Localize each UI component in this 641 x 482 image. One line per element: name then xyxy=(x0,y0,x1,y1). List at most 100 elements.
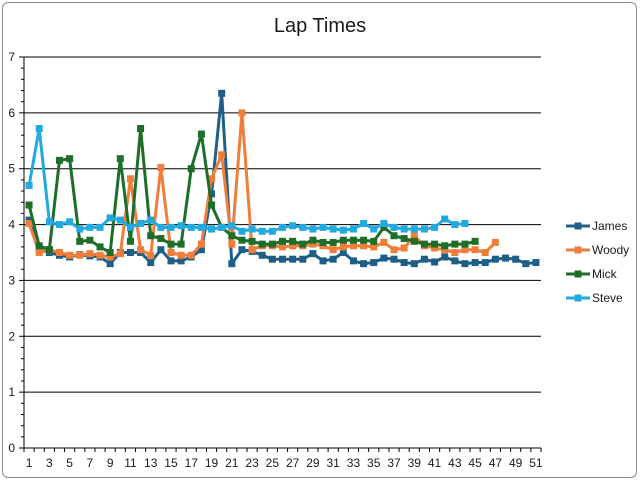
data-point-woody xyxy=(279,243,286,251)
x-tick-label: 41 xyxy=(428,456,442,470)
data-point-mick xyxy=(116,155,124,163)
data-point-mick xyxy=(45,246,53,254)
data-point-woody xyxy=(481,249,489,256)
data-point-james xyxy=(441,253,449,261)
data-point-james xyxy=(218,89,226,97)
data-point-mick xyxy=(268,240,276,248)
x-tick-label: 7 xyxy=(87,456,94,470)
x-tick-label: 9 xyxy=(107,456,114,470)
data-point-steve xyxy=(390,223,398,231)
data-point-woody xyxy=(55,249,63,256)
x-tick-label: 35 xyxy=(367,456,381,470)
data-point-james xyxy=(167,257,175,265)
data-point-woody xyxy=(380,238,388,246)
data-point-james xyxy=(279,255,286,263)
data-point-woody xyxy=(96,251,104,259)
data-point-steve xyxy=(187,223,195,231)
data-point-james xyxy=(157,246,165,254)
data-point-mick xyxy=(66,155,74,163)
x-tick-label: 13 xyxy=(144,456,158,470)
data-point-mick xyxy=(157,235,165,243)
data-point-woody xyxy=(157,164,165,172)
legend-label: Woody xyxy=(592,243,629,257)
data-point-woody xyxy=(228,240,236,248)
x-tick-label: 37 xyxy=(387,456,401,470)
data-point-mick xyxy=(187,165,195,173)
data-point-james xyxy=(177,257,185,265)
data-point-james xyxy=(268,255,276,263)
data-point-woody xyxy=(25,219,33,227)
data-point-mick xyxy=(258,240,266,248)
data-point-mick xyxy=(228,232,236,240)
data-point-steve xyxy=(248,225,256,233)
data-point-steve xyxy=(238,227,246,235)
series-mick xyxy=(25,124,479,256)
data-point-woody xyxy=(86,250,94,258)
data-point-mick xyxy=(238,236,246,244)
data-point-steve xyxy=(431,223,439,231)
data-point-mick xyxy=(76,237,84,245)
data-point-james xyxy=(471,259,479,267)
data-point-james xyxy=(208,190,216,198)
data-point-steve xyxy=(279,223,286,231)
data-point-james xyxy=(126,249,134,256)
data-point-woody xyxy=(451,249,459,256)
data-point-mick xyxy=(147,232,155,240)
data-point-steve xyxy=(309,225,317,233)
data-point-woody xyxy=(289,242,297,250)
data-point-mick xyxy=(137,124,145,132)
data-point-james xyxy=(522,260,530,268)
data-point-woody xyxy=(147,251,155,259)
data-point-james xyxy=(339,249,347,256)
data-point-steve xyxy=(319,223,327,231)
legend-swatch-marker xyxy=(574,294,582,302)
data-point-james xyxy=(319,257,327,265)
data-point-mick xyxy=(96,243,104,251)
data-point-steve xyxy=(349,225,357,233)
data-point-woody xyxy=(400,244,408,252)
data-point-james xyxy=(481,259,489,267)
data-point-mick xyxy=(25,201,33,209)
data-point-steve xyxy=(339,226,347,234)
data-point-woody xyxy=(491,238,499,246)
data-point-mick xyxy=(55,156,63,164)
data-point-james xyxy=(380,254,388,262)
legend: James Woody Mick Steve xyxy=(566,219,629,305)
data-point-woody xyxy=(238,109,246,117)
data-point-woody xyxy=(471,246,479,254)
data-point-steve xyxy=(451,221,459,229)
data-point-woody xyxy=(410,232,418,240)
data-point-steve xyxy=(289,222,297,230)
data-point-mick xyxy=(289,237,297,245)
data-point-woody xyxy=(461,246,469,254)
data-point-steve xyxy=(157,223,165,231)
data-point-james xyxy=(197,246,205,254)
legend-label: Steve xyxy=(592,291,623,305)
x-tick-label: 3 xyxy=(46,456,53,470)
data-point-steve xyxy=(329,225,337,233)
data-point-steve xyxy=(197,223,205,231)
data-point-mick xyxy=(167,240,175,248)
x-tick-label: 11 xyxy=(124,456,137,470)
data-point-steve xyxy=(441,215,449,223)
data-point-steve xyxy=(25,181,33,189)
data-point-mick xyxy=(390,232,398,240)
data-point-james xyxy=(431,258,439,266)
data-point-woody xyxy=(370,243,378,251)
data-point-steve xyxy=(167,223,175,231)
data-point-mick xyxy=(431,240,439,248)
chart-frame xyxy=(2,2,637,478)
legend-item-woody: Woody xyxy=(566,243,629,257)
x-tick-label: 51 xyxy=(529,456,543,470)
data-point-steve xyxy=(106,214,114,222)
data-point-mick xyxy=(461,240,469,248)
x-tick-label: 5 xyxy=(66,456,73,470)
x-tick-label: 21 xyxy=(225,456,239,470)
data-point-woody xyxy=(218,151,226,159)
data-point-woody xyxy=(177,251,185,259)
data-point-woody xyxy=(76,251,84,259)
data-point-mick xyxy=(86,236,94,244)
data-point-mick xyxy=(319,238,327,246)
data-point-james xyxy=(461,260,469,268)
